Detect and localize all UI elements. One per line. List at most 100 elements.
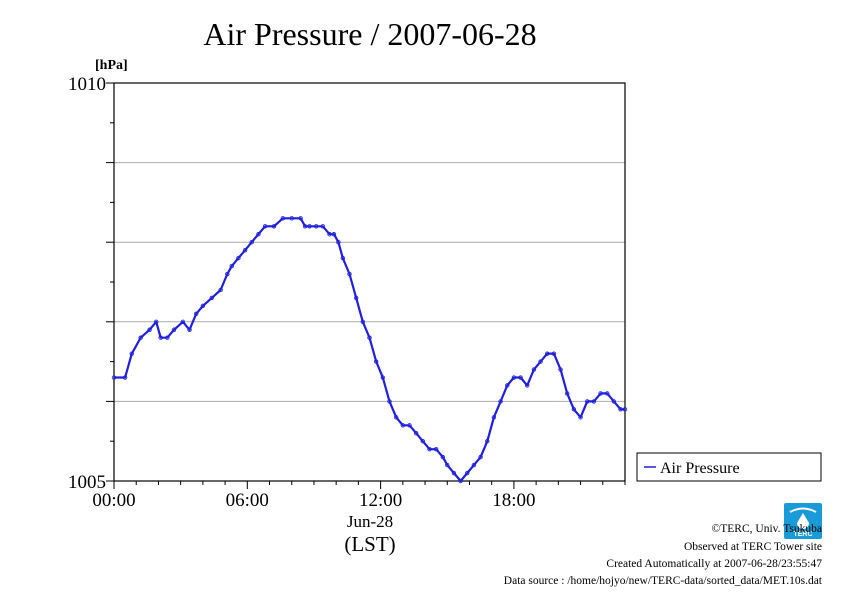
data-point — [598, 391, 603, 396]
data-point — [165, 335, 170, 340]
footer-observed: Observed at TERC Tower site — [684, 541, 822, 553]
data-point — [307, 224, 312, 229]
footer: ©TERC, Univ. Tsukuba Observed at TERC To… — [504, 523, 823, 587]
data-point — [271, 224, 277, 229]
data-point — [611, 399, 617, 404]
data-point — [427, 446, 432, 452]
data-point — [458, 478, 463, 484]
data-point — [622, 407, 628, 412]
data-point — [171, 327, 177, 332]
data-point — [320, 224, 326, 229]
data-point — [478, 454, 483, 460]
data-point — [336, 239, 341, 245]
data-point — [558, 367, 563, 372]
data-point — [138, 335, 143, 340]
data-point — [122, 375, 128, 380]
terc-logo: TERC — [784, 503, 822, 539]
data-point — [531, 367, 537, 372]
data-point — [420, 439, 426, 444]
data-point — [465, 470, 470, 476]
data-point — [302, 224, 308, 229]
data-point — [387, 399, 392, 404]
data-point — [571, 407, 577, 412]
x-tick-label: 00:00 — [92, 490, 135, 511]
data-point — [518, 375, 523, 380]
data-point — [280, 216, 286, 221]
data-point — [491, 415, 497, 420]
data-point — [242, 247, 248, 253]
data-point — [154, 319, 159, 324]
series-air-pressure — [111, 216, 628, 484]
data-point — [187, 327, 192, 332]
data-point — [340, 255, 346, 261]
data-point — [440, 454, 446, 460]
data-point — [225, 271, 230, 277]
chart-title: Air Pressure / 2007-06-28 — [203, 16, 536, 52]
data-point — [313, 224, 319, 229]
data-point — [585, 399, 590, 404]
legend-label: Air Pressure — [660, 460, 740, 477]
data-point — [605, 391, 610, 396]
data-point — [511, 375, 517, 380]
data-point — [289, 216, 294, 221]
data-point — [498, 399, 503, 404]
data-point — [298, 216, 303, 221]
data-point — [551, 351, 557, 356]
data-point — [545, 351, 550, 356]
y-tick-label: 1005 — [68, 472, 106, 493]
data-point — [591, 399, 597, 404]
data-point — [194, 311, 199, 317]
logo-text: TERC — [793, 531, 812, 538]
data-point — [400, 423, 406, 428]
data-point — [158, 335, 163, 340]
series-line — [114, 217, 625, 483]
data-point — [471, 462, 477, 468]
data-point — [229, 263, 234, 269]
data-point — [180, 319, 186, 324]
data-point — [200, 303, 206, 309]
data-point — [353, 295, 359, 301]
data-point — [373, 359, 379, 364]
data-point — [218, 287, 223, 293]
data-point — [249, 239, 254, 245]
footer-created: Created Automatically at 2007-06-28/23:5… — [606, 558, 822, 570]
y-unit-label: [hPa] — [95, 58, 128, 73]
y-tick-label: 1010 — [68, 74, 106, 95]
data-point — [407, 423, 412, 428]
data-point — [618, 407, 623, 412]
x-tick-label: 12:00 — [359, 490, 402, 511]
data-point — [485, 439, 490, 444]
data-point — [505, 383, 510, 388]
data-point — [111, 375, 117, 380]
x-tick-label: 18:00 — [492, 490, 535, 511]
data-point — [129, 351, 134, 356]
legend: Air Pressure — [636, 452, 822, 482]
data-point — [451, 470, 457, 476]
data-point — [147, 327, 152, 332]
data-point — [236, 255, 241, 261]
data-point — [393, 415, 399, 420]
data-point — [360, 319, 366, 324]
x-axis: 00:00 06:00 12:00 18:00 — [92, 481, 626, 511]
data-point — [578, 415, 583, 420]
x-tick-label: 06:00 — [226, 490, 269, 511]
data-point — [538, 359, 543, 364]
footer-source: Data source : /home/hojyo/new/TERC-data/… — [504, 575, 823, 587]
data-point — [347, 271, 352, 277]
data-point — [262, 224, 268, 229]
logo-drop-icon — [797, 513, 809, 529]
data-point — [256, 232, 261, 237]
gridlines — [114, 162, 625, 402]
footer-copyright: ©TERC, Univ. Tsukuba — [712, 523, 822, 535]
date-label: Jun-28 — [347, 512, 393, 531]
data-point — [525, 383, 530, 388]
data-point — [331, 232, 337, 237]
data-point — [433, 446, 439, 452]
data-point — [380, 375, 386, 380]
y-axis: 1005 1010 — [68, 74, 114, 493]
legend-box — [636, 452, 822, 482]
data-point — [327, 232, 332, 237]
logo-wave-icon — [789, 507, 817, 513]
